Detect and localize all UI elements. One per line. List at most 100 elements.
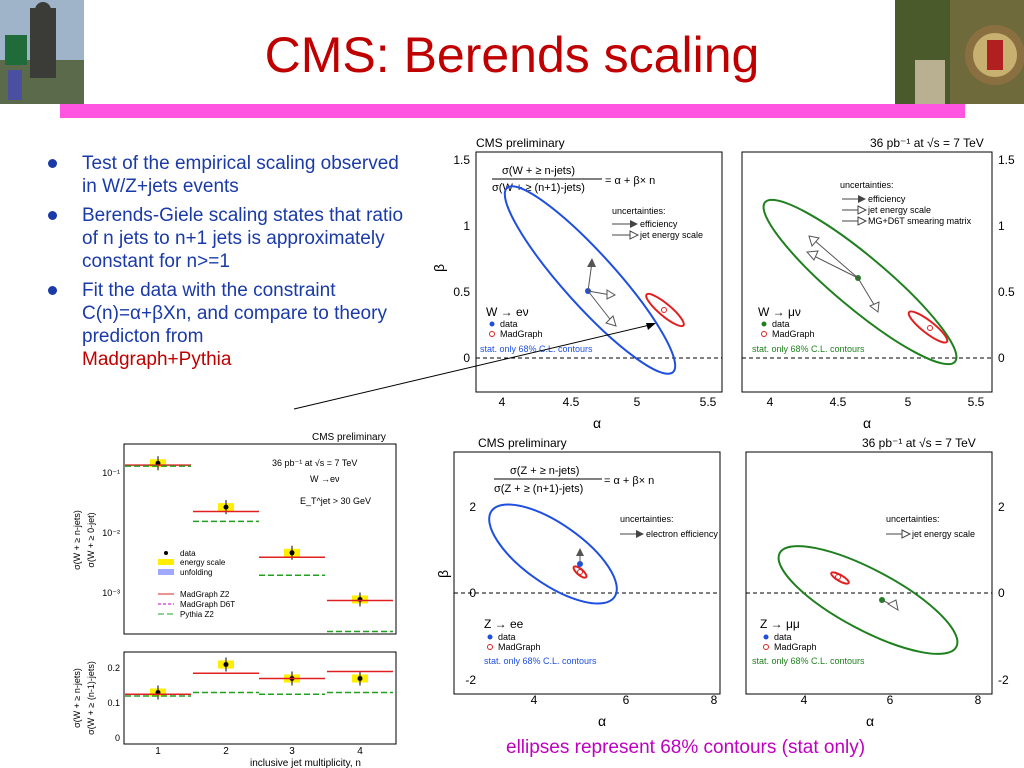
pointer-arrow: [293, 323, 656, 410]
tick-label: 1.5: [998, 153, 1015, 167]
tick-label: 5: [634, 395, 641, 409]
bullet-item: Fit the data with the constraint C(n)=α+…: [48, 279, 408, 371]
stat-note: stat. only 68% C.L. contours: [752, 344, 865, 354]
y-axis-label: β: [435, 570, 451, 578]
highlight-text: Madgraph+Pythia: [82, 349, 232, 370]
legend-data: data: [498, 632, 516, 642]
data-ellipse: [488, 503, 618, 605]
legend-item: Pythia Z2: [180, 610, 214, 619]
data-point: [223, 504, 229, 510]
uncert-item: jet energy scale: [867, 205, 931, 215]
ratio-top-frame: [123, 443, 397, 635]
tick-label: 4: [801, 693, 808, 707]
tick-label: 5: [905, 395, 912, 409]
tick-label: 2: [469, 500, 476, 514]
page-title: CMS: Berends scaling: [264, 27, 760, 83]
tick-label: 0.5: [453, 285, 470, 299]
tick-label: 10⁻²: [102, 528, 120, 538]
legend-item: unfolding: [180, 568, 212, 577]
madgraph-ellipse: [907, 310, 949, 344]
bullet-list: Test of the empirical scaling observed i…: [48, 152, 408, 377]
legend-madgraph: MadGraph: [498, 642, 541, 652]
tick-label: 0.2: [107, 663, 120, 673]
data-point: [357, 676, 363, 681]
tick-label: 0: [463, 351, 470, 365]
madgraph-point: [835, 574, 841, 580]
title-underline: [60, 104, 965, 118]
tick-label: 2: [223, 746, 229, 757]
legend-data: data: [772, 319, 790, 329]
tick-label: -2: [465, 673, 476, 687]
madgraph-point: [661, 307, 667, 313]
formula-numerator: σ(W + ≥ n-jets): [502, 165, 575, 177]
campus-seal-photo: [895, 0, 1024, 104]
cut-label: E_T^jet > 30 GeV: [300, 496, 371, 506]
tick-label: 1: [998, 219, 1005, 233]
legend-madgraph: MadGraph: [772, 329, 815, 339]
w-e-frame: [475, 151, 723, 393]
formula-numerator: σ(Z + ≥ n-jets): [510, 465, 579, 477]
tick-label: 3: [289, 746, 295, 757]
z-ee-frame: [453, 451, 721, 695]
tick-label: -2: [998, 673, 1009, 687]
formula-denominator: σ(W + ≥ (n+1)-jets): [492, 182, 585, 194]
uncert-item: jet energy scale: [639, 230, 703, 240]
y-axis-label: σ(W + ≥ n-jets): [72, 510, 82, 570]
madgraph-ellipse: [645, 292, 685, 328]
tick-label: 10⁻³: [102, 588, 120, 598]
madgraph-ellipse: [572, 565, 588, 579]
figure-caption: ellipses represent 68% contours (stat on…: [506, 737, 866, 758]
y-axis-label: σ(W + ≥ n-jets): [72, 668, 82, 728]
uncert-title: uncertainties:: [840, 180, 894, 190]
data-ellipse: [503, 185, 677, 375]
tick-label: 0.1: [107, 698, 120, 708]
formula-rhs: = α + β× n: [604, 475, 654, 487]
cms-label: CMS preliminary: [312, 432, 386, 443]
madgraph-ellipse: [830, 571, 850, 585]
tick-label: 1: [463, 219, 470, 233]
tick-label: 0: [469, 586, 476, 600]
lumi-label: 36 pb⁻¹ at √s = 7 TeV: [870, 136, 984, 150]
uncert-title: uncertainties:: [620, 514, 674, 524]
y-axis-label: σ(W + ≥ 0-jet): [86, 512, 96, 567]
bullet-item: Berends-Giele scaling states that ratio …: [48, 204, 408, 273]
cms-label: CMS preliminary: [476, 136, 565, 150]
channel-label: Z → ee: [484, 617, 524, 631]
legend-madgraph: MadGraph: [774, 642, 817, 652]
stat-note: stat. only 68% C.L. contours: [480, 344, 593, 354]
legend-data: data: [500, 319, 518, 329]
tick-label: 2: [998, 500, 1005, 514]
formula-rhs: = α + β× n: [605, 175, 655, 187]
stat-note: stat. only 68% C.L. contours: [484, 656, 597, 666]
data-ellipse: [762, 198, 958, 366]
x-axis-label: α: [593, 415, 601, 430]
y-axis-label: β: [431, 264, 447, 272]
tick-label: 0.5: [998, 285, 1015, 299]
legend-item: energy scale: [180, 558, 226, 567]
legend-item: MadGraph D6T: [180, 600, 235, 609]
statue-photo: [0, 0, 84, 104]
tick-label: 0: [998, 586, 1005, 600]
uncert-title: uncertainties:: [886, 514, 940, 524]
z-contour-panels: CMS preliminary 36 pb⁻¹ at √s = 7 TeV -2…: [435, 436, 1009, 729]
lumi-label: 36 pb⁻¹ at √s = 7 TeV: [272, 458, 357, 468]
legend-madgraph: MadGraph: [500, 329, 543, 339]
tick-label: 10⁻¹: [102, 468, 120, 478]
uncert-title: uncertainties:: [612, 206, 666, 216]
uncert-item: efficiency: [640, 219, 678, 229]
tick-label: 4.5: [563, 395, 580, 409]
uncert-item: jet energy scale: [911, 529, 975, 539]
tick-label: 5.5: [968, 395, 985, 409]
x-axis-label: α: [863, 415, 871, 430]
madgraph-point: [577, 569, 583, 575]
cms-label: CMS preliminary: [478, 436, 567, 450]
jet-ratio-plot: CMS preliminary 10⁻¹ 10⁻² 10⁻³ 0.2 0.1 0…: [62, 428, 402, 768]
tick-label: 0: [998, 351, 1005, 365]
lumi-label: 36 pb⁻¹ at √s = 7 TeV: [862, 436, 976, 450]
uncert-item: efficiency: [868, 194, 906, 204]
legend-data: data: [774, 632, 792, 642]
tick-label: 0: [115, 733, 120, 743]
data-point: [223, 662, 229, 667]
tick-label: 5.5: [700, 395, 717, 409]
channel-label: W → eν: [486, 305, 529, 319]
